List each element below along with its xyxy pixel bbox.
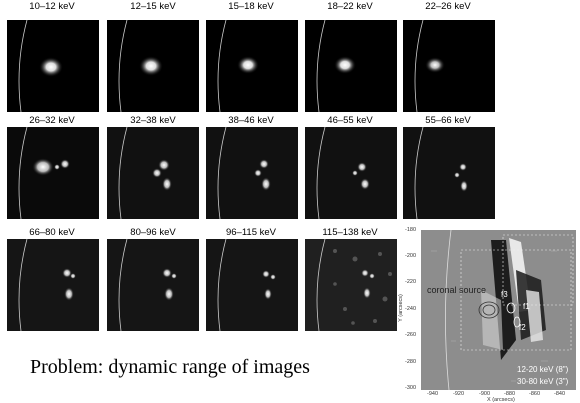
xray-image-panel: [206, 239, 298, 331]
x-tick-label: -880: [504, 391, 516, 397]
panel-label: 96–115 keV: [225, 227, 276, 238]
panel-label: 115–138 keV: [322, 227, 378, 238]
xray-image-panel: [206, 127, 298, 219]
xray-image-panel: [107, 127, 199, 219]
panel-label: 46–55 keV: [327, 115, 373, 126]
y-tick-label: -300: [405, 385, 417, 391]
panel-label: 26–32 keV: [29, 115, 75, 126]
panel-label: 18–22 keV: [327, 1, 373, 12]
xray-image-panel: [305, 20, 397, 112]
xray-image-panel: [403, 20, 495, 112]
y-tick-label: -220: [405, 279, 417, 285]
y-tick-label: -180: [405, 227, 417, 233]
overlay-context-figure: -180 -200 -220 -240 -260 -280 -300 Y (ar…: [397, 225, 580, 403]
panel-label: 15–18 keV: [228, 1, 274, 12]
panel-label: 22–26 keV: [425, 1, 471, 12]
y-axis-label: Y (arcsecs): [397, 294, 404, 322]
xray-image-panel: [7, 20, 99, 112]
y-tick-label: -240: [405, 306, 417, 312]
caption-text: Problem: dynamic range of images: [30, 356, 310, 378]
panel-label: 10–12 keV: [29, 1, 75, 12]
panel-label: 66–80 keV: [29, 227, 75, 238]
xray-image-panel: [7, 239, 99, 331]
xray-image-panel: [305, 127, 397, 219]
xray-image-panel: [403, 127, 495, 219]
panel-label: 80–96 keV: [130, 227, 176, 238]
x-tick-label: -900: [479, 391, 491, 397]
x-tick-label: -840: [554, 391, 566, 397]
panel-label: 12–15 keV: [130, 1, 176, 12]
legend-30-80kev: 30-80 keV (3"): [517, 377, 569, 386]
xray-image-panel: [7, 127, 99, 219]
f1-label: f1: [523, 302, 530, 311]
overlay-image: coronal source f3 f1 f2 12-20 keV (8") 3…: [421, 230, 576, 390]
xray-image-panel: [107, 20, 199, 112]
coronal-source-label: coronal source: [427, 285, 487, 295]
xray-image-panel: [305, 239, 397, 331]
xray-image-panel: [107, 239, 199, 331]
panel-label: 38–46 keV: [228, 115, 274, 126]
x-tick-label: -860: [529, 391, 541, 397]
xray-image-panel: [206, 20, 298, 112]
legend-12-20kev: 12-20 keV (8"): [517, 365, 569, 374]
f3-label: f3: [501, 290, 508, 299]
panel-label: 32–38 keV: [130, 115, 176, 126]
x-tick-label: -920: [453, 391, 465, 397]
y-tick-label: -280: [405, 359, 417, 365]
panel-label: 55–66 keV: [425, 115, 471, 126]
x-axis-label: X (arcsecs): [487, 397, 515, 403]
f2-label: f2: [519, 323, 526, 332]
y-tick-label: -260: [405, 332, 417, 338]
y-tick-label: -200: [405, 253, 417, 259]
x-tick-label: -940: [427, 391, 439, 397]
